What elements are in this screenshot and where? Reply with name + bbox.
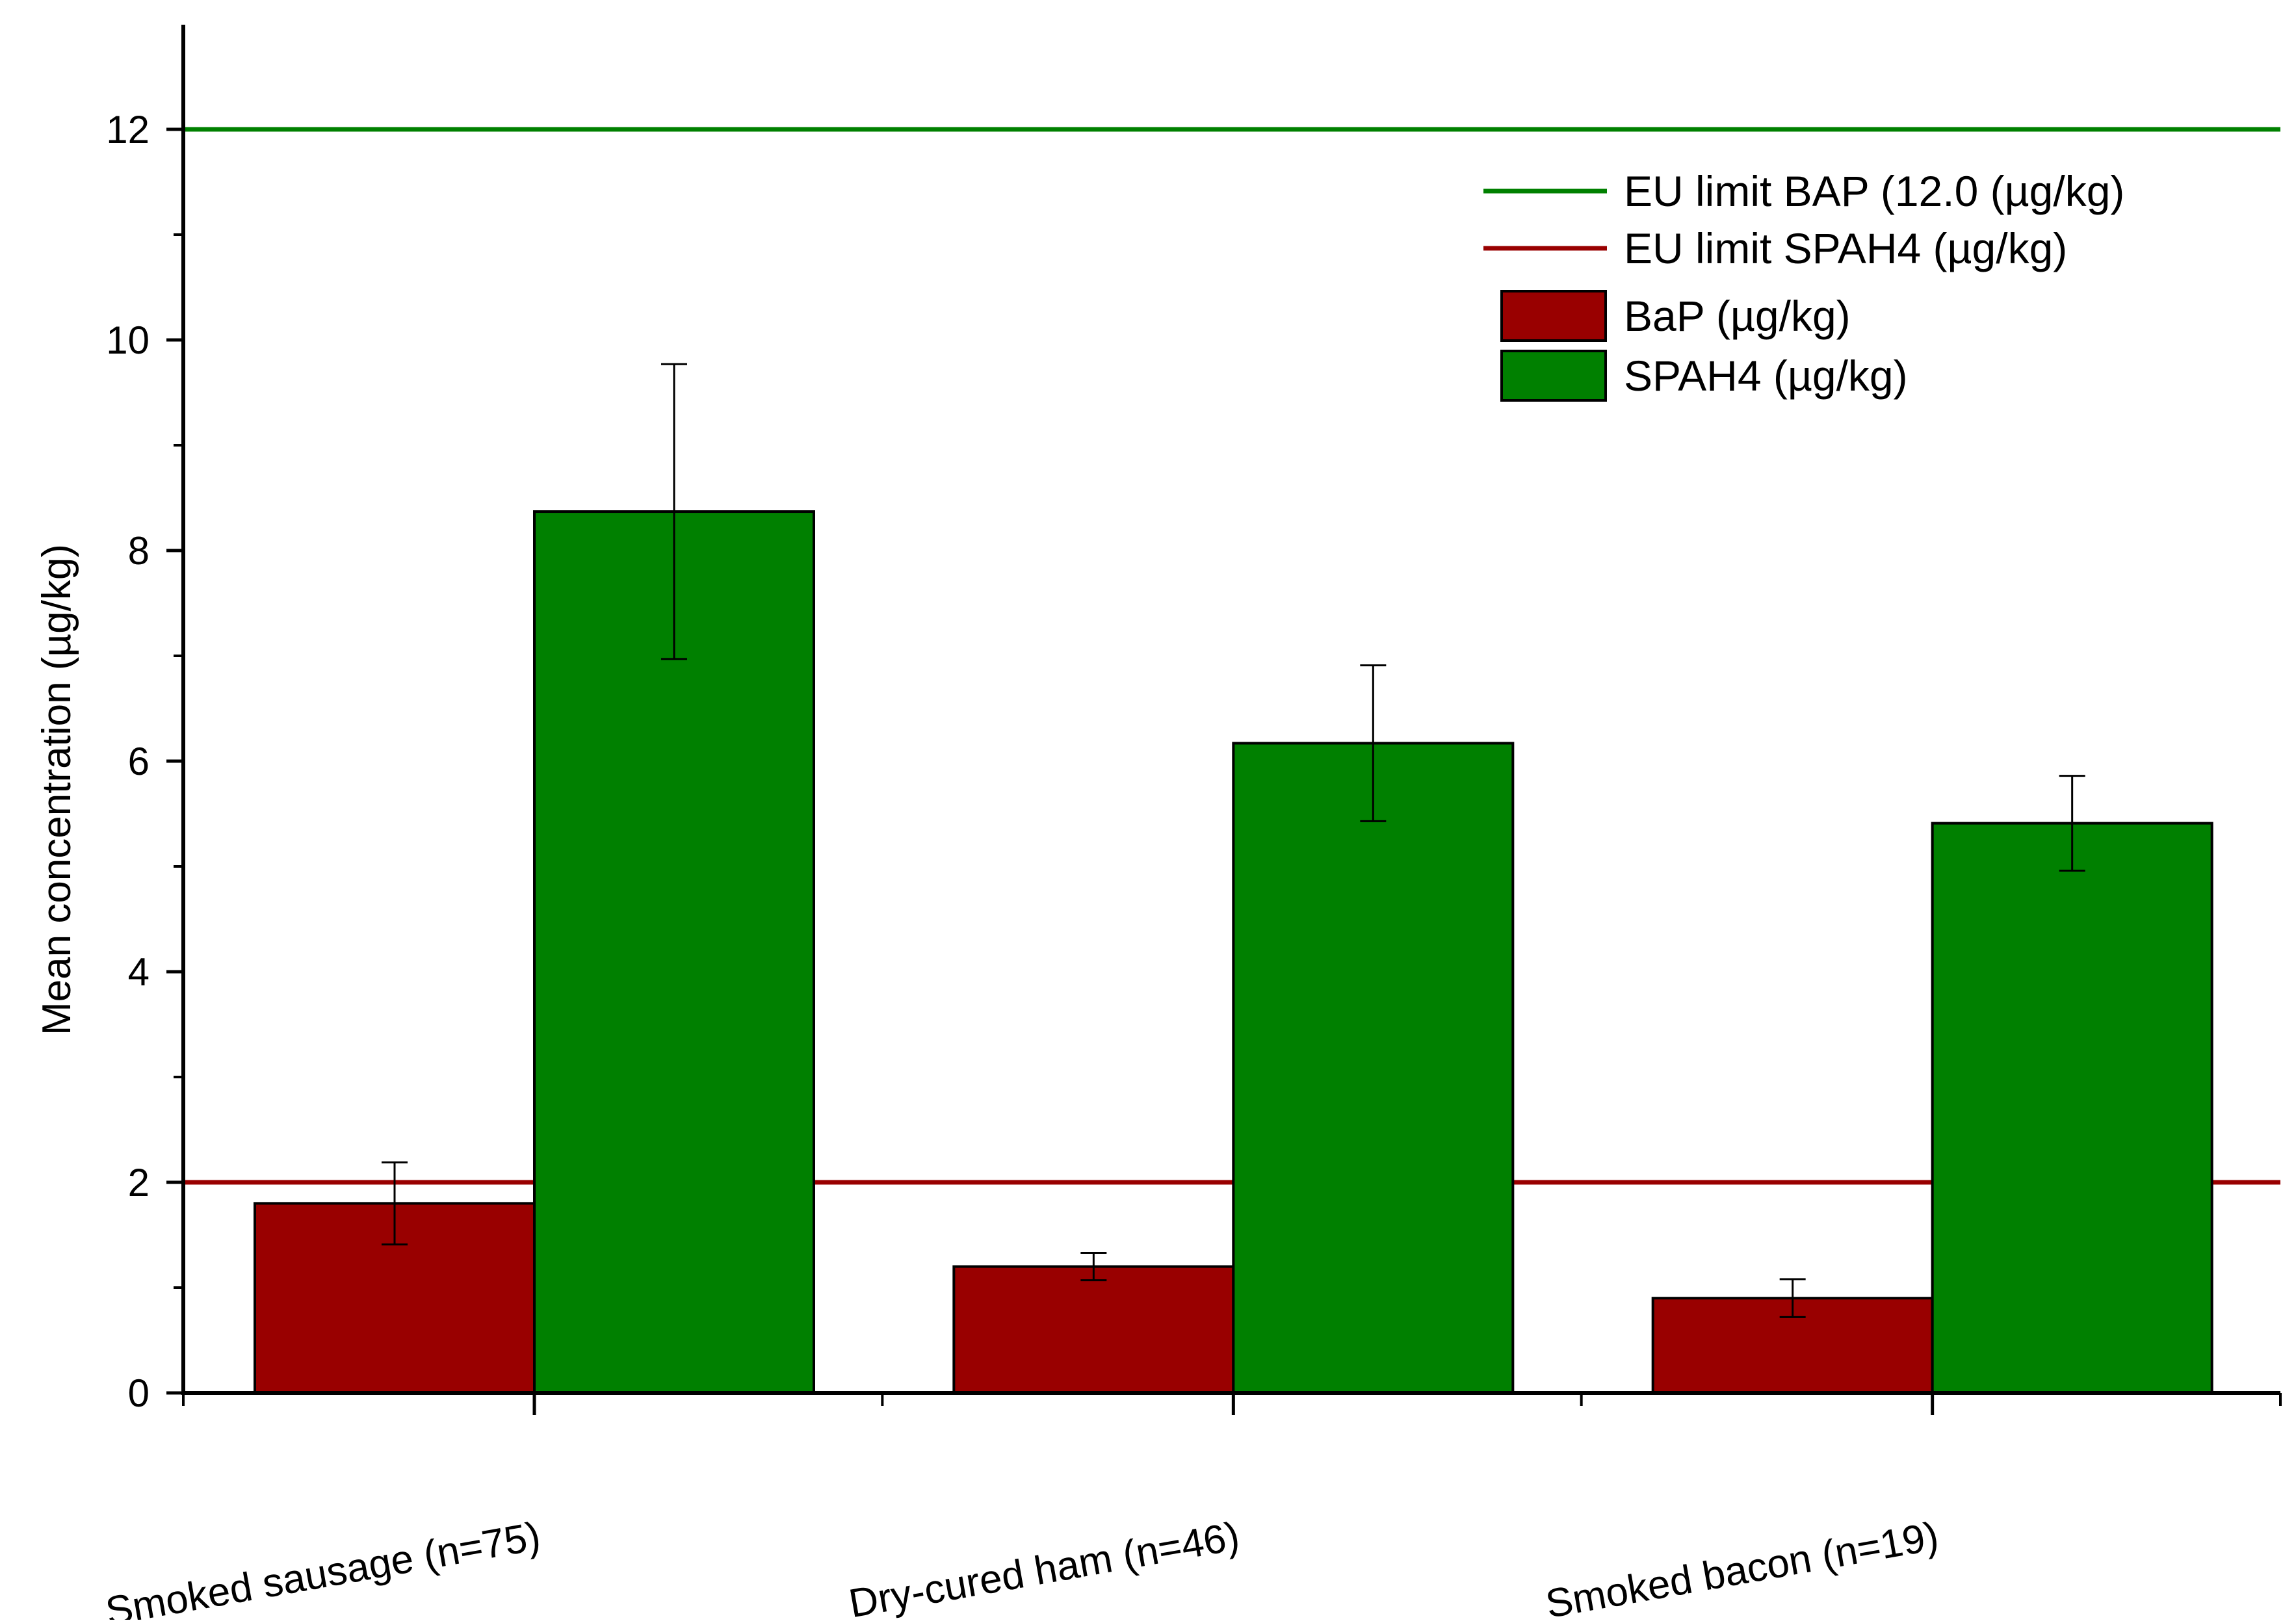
- y-tick-label-0: 0: [128, 1371, 150, 1415]
- y-tick-label-5: 10: [106, 318, 150, 362]
- y-axis-title: Mean concentration (µg/kg): [34, 544, 79, 1035]
- bar-0-1: [952, 1265, 1235, 1394]
- axes: 0 2 4 6 8 10 12: [106, 25, 2282, 1415]
- x-tick-label-0: Smoked sausage (n=75): [102, 1514, 543, 1620]
- x-tick-label-2: Smoked bacon (n=19): [1543, 1514, 1942, 1620]
- bar-1-2: [1931, 822, 2213, 1394]
- legend-label-line-1: EU limit SPAH4 (µg/kg): [1624, 224, 2067, 272]
- legend-swatch-1: [1500, 350, 1607, 402]
- legend-label-line-0: EU limit BAP (12.0 (µg/kg): [1624, 167, 2124, 215]
- legend-swatch-0: [1500, 290, 1607, 342]
- y-tick-label-2: 4: [128, 950, 150, 994]
- legend-label-series-1: SPAH4 (µg/kg): [1624, 352, 1908, 400]
- x-tick-label-1: Dry-cured ham (n=46): [846, 1514, 1243, 1620]
- error-bars: [382, 363, 2085, 1318]
- y-tick-label-4: 8: [128, 529, 150, 573]
- y-tick-label-3: 6: [128, 740, 150, 783]
- y-tick-label-6: 12: [106, 108, 150, 151]
- y-tick-label-1: 2: [128, 1161, 150, 1204]
- legend: EU limit BAP (12.0 (µg/kg) EU limit SPAH4…: [1483, 167, 2124, 402]
- category-labels: Smoked sausage (n=75) Dry-cured ham (n=46…: [102, 1514, 1942, 1623]
- reference-lines: [183, 127, 2280, 1185]
- bar-1-1: [1232, 742, 1515, 1394]
- bars: [254, 510, 2213, 1395]
- legend-label-series-0: BaP (µg/kg): [1624, 292, 1851, 340]
